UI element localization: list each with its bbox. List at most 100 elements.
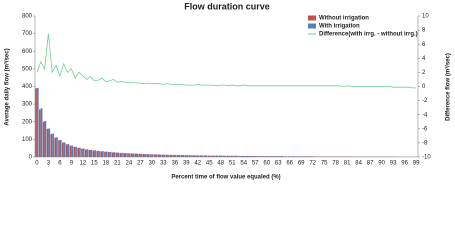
y2-tick-label: 2	[422, 70, 426, 76]
x-tick-label: 81	[344, 161, 351, 167]
y2-tick-label: -2	[422, 98, 428, 104]
x-tick-label: 60	[263, 161, 270, 167]
legend-swatch	[308, 15, 316, 21]
bar	[350, 156, 353, 157]
bar	[261, 156, 263, 157]
bar	[188, 155, 191, 157]
x-tick-label: 87	[367, 161, 374, 167]
bar	[209, 155, 211, 157]
bar	[105, 151, 108, 157]
bar	[94, 150, 97, 157]
y2-tick-label: 10	[422, 14, 429, 20]
bar	[147, 154, 150, 157]
bar	[155, 154, 158, 157]
bar	[190, 155, 192, 157]
bar	[239, 155, 242, 157]
bar	[134, 153, 137, 157]
bar	[192, 155, 194, 157]
bar	[289, 156, 292, 157]
bar	[140, 153, 143, 157]
bar	[291, 156, 294, 157]
x-tick-label: 30	[148, 161, 155, 167]
bar	[132, 153, 135, 157]
y2-tick-label: -10	[422, 155, 431, 161]
y2-tick-label: 8	[422, 28, 426, 34]
bar	[337, 156, 340, 157]
bar	[287, 156, 290, 157]
bar	[96, 151, 99, 157]
bar	[174, 154, 177, 157]
bar	[184, 155, 187, 157]
bar	[92, 150, 95, 157]
x-tick-label: 9	[70, 161, 74, 167]
bar	[255, 155, 257, 157]
bar	[119, 152, 122, 157]
legend-label: Without irrigation	[319, 16, 369, 22]
x-tick-label: 48	[217, 161, 224, 167]
bar	[327, 156, 330, 157]
x-tick-label: 99	[413, 161, 420, 167]
bar	[56, 137, 58, 157]
bar	[113, 152, 116, 157]
x-tick-label: 66	[286, 161, 293, 167]
bar	[253, 155, 256, 157]
bar	[90, 149, 93, 157]
bar	[278, 156, 280, 157]
x-tick-label: 27	[137, 161, 144, 167]
bar	[335, 156, 338, 157]
bar	[48, 128, 51, 157]
y2-tick-label: -8	[422, 140, 428, 146]
y2-tick-label: -4	[422, 112, 428, 118]
bar	[284, 156, 286, 157]
bar	[121, 152, 123, 157]
bar	[84, 149, 87, 157]
bar	[67, 144, 70, 157]
x-tick-label: 45	[206, 161, 213, 167]
x-tick-label: 12	[80, 161, 87, 167]
legend-label: Difference(with irrg. - without irrg.)	[319, 32, 418, 38]
x-tick-label: 6	[58, 161, 62, 167]
x-tick-label: 0	[35, 161, 39, 167]
bar	[82, 148, 85, 157]
bar	[295, 156, 298, 157]
bar	[216, 155, 219, 157]
bar	[228, 155, 231, 157]
bar	[138, 153, 141, 157]
bar	[88, 149, 91, 157]
bar	[150, 154, 152, 157]
bar	[266, 156, 269, 157]
bar	[153, 154, 156, 157]
bar	[232, 155, 234, 157]
bar	[144, 154, 146, 157]
x-tick-label: 90	[378, 161, 385, 167]
x-tick-label: 42	[194, 161, 201, 167]
x-tick-label: 21	[114, 161, 121, 167]
bar	[44, 120, 47, 157]
bar	[282, 156, 284, 157]
bar	[297, 156, 300, 157]
bar	[167, 154, 169, 157]
x-tick-label: 24	[125, 161, 132, 167]
bar	[293, 156, 296, 157]
y-tick-label: 500	[22, 66, 33, 72]
bar	[215, 155, 217, 157]
bar	[341, 156, 344, 157]
x-tick-label: 3	[47, 161, 51, 167]
bar	[224, 155, 227, 157]
bar	[100, 151, 103, 157]
bar	[339, 156, 342, 157]
bar	[128, 153, 131, 157]
x-tick-label: 93	[390, 161, 397, 167]
bar	[312, 156, 315, 157]
bar	[104, 151, 106, 157]
bar	[222, 155, 225, 157]
bar	[249, 155, 252, 157]
bar	[245, 155, 248, 157]
x-tick-label: 63	[275, 161, 282, 167]
y-tick-label: 400	[22, 84, 33, 90]
bar	[161, 154, 164, 157]
bar	[62, 142, 64, 157]
bar	[280, 156, 283, 157]
bar	[109, 151, 112, 157]
bar	[75, 146, 77, 157]
